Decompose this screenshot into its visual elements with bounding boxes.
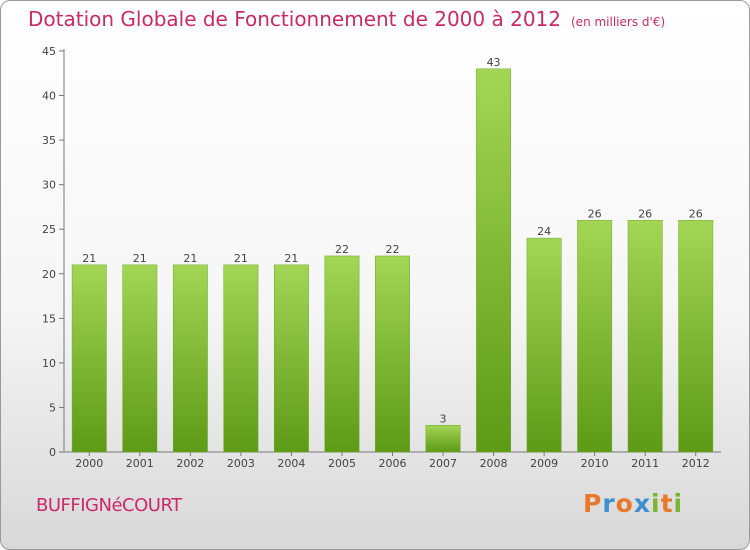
logo-letter: t: [660, 489, 674, 518]
x-tick-label: 2004: [277, 457, 305, 470]
x-tick-label: 2005: [328, 457, 356, 470]
y-tick-label: 0: [49, 446, 56, 459]
data-label: 43: [487, 56, 501, 69]
x-tick-label: 2006: [379, 457, 407, 470]
x-tick-label: 2007: [429, 457, 457, 470]
unit-note: (en milliers d'€): [571, 15, 666, 29]
logo-letter: i: [651, 489, 661, 518]
data-label: 21: [234, 252, 248, 265]
bar: [273, 264, 309, 453]
y-tick-label: 45: [42, 45, 56, 58]
data-label: 3: [440, 412, 447, 425]
y-tick-label: 5: [49, 401, 56, 414]
x-tick-label: 2011: [631, 457, 659, 470]
data-label: 26: [689, 207, 703, 220]
y-tick-label: 40: [42, 90, 56, 103]
bar: [122, 264, 158, 453]
bar: [627, 220, 663, 453]
bar: [577, 220, 613, 453]
logo-letter: i: [673, 489, 684, 518]
data-label: 21: [284, 252, 298, 265]
x-tick-label: 2010: [581, 457, 609, 470]
data-label: 21: [133, 252, 147, 265]
bar: [476, 68, 512, 453]
data-label: 22: [335, 243, 349, 256]
chart-title: Dotation Globale de Fonctionnement de 20…: [28, 7, 665, 31]
x-axis: 2000 2001 2002 2003 2004 2005 2006 2007 2008 2009…: [64, 451, 721, 470]
bar: [71, 264, 107, 453]
y-tick-label: 35: [42, 134, 56, 147]
x-tick-label: 2008: [480, 457, 508, 470]
y-tick-label: 15: [42, 312, 56, 325]
bar: [526, 237, 562, 453]
bar: [324, 255, 360, 453]
bar: [223, 264, 259, 453]
proxiti-logo[interactable]: Proxiti: [583, 489, 683, 518]
x-tick-label: 2001: [126, 457, 154, 470]
data-label: 21: [183, 252, 197, 265]
logo-letter: o: [615, 489, 634, 518]
bars: [71, 68, 714, 453]
y-axis: 0 5 10 15 20 25 30 35 40 45: [42, 45, 65, 459]
y-tick-label: 25: [42, 223, 56, 236]
commune-name: BUFFIGNéCOURT: [36, 495, 182, 516]
data-label: 24: [537, 225, 551, 238]
logo-letter: r: [602, 489, 616, 518]
data-label: 26: [588, 207, 602, 220]
y-tick-label: 30: [42, 179, 56, 192]
x-tick-label: 2000: [75, 457, 103, 470]
y-tick-label: 10: [42, 357, 56, 370]
bar: [172, 264, 208, 453]
x-tick-label: 2012: [682, 457, 710, 470]
title-text: Dotation Globale de Fonctionnement de 20…: [28, 7, 561, 31]
bar: [375, 255, 410, 453]
x-tick-label: 2002: [176, 457, 204, 470]
x-tick-label: 2009: [530, 457, 558, 470]
data-label: 22: [386, 243, 400, 256]
x-tick-label: 2003: [227, 457, 255, 470]
y-tick-label: 20: [42, 268, 56, 281]
logo-letter: x: [633, 489, 651, 518]
data-label: 26: [638, 207, 652, 220]
data-labels: 21 21 21 21 21 22 22 3 43 24 26 26 26: [82, 56, 702, 425]
data-label: 21: [82, 252, 96, 265]
bar: [678, 220, 714, 453]
logo-letter: P: [583, 489, 603, 518]
bar: [425, 425, 461, 453]
